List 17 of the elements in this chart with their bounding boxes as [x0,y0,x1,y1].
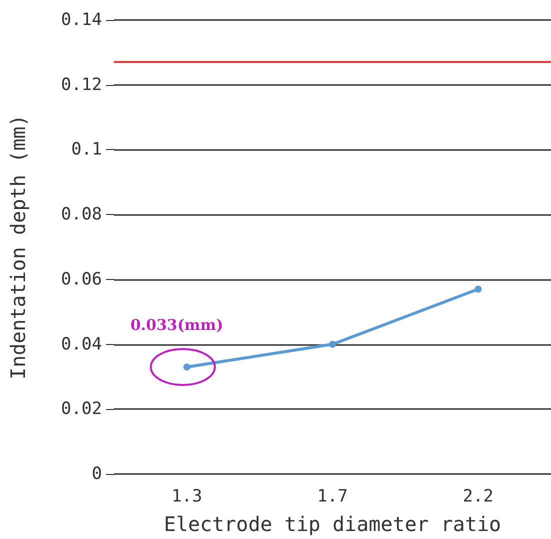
y-tick-label: 0.06 [61,269,102,290]
y-tick-label: 0.1 [71,140,102,160]
annotation: 0.033(mm) [130,316,224,334]
y-tick-label: 0.12 [61,74,102,95]
x-tick-label: 1.3 [171,486,202,506]
point [183,363,190,370]
y-axis-title: Indentation depth (mm) [6,114,30,380]
point [329,340,336,348]
x-tick-label: 1.7 [317,486,348,506]
point [474,286,482,293]
y-tick-label: 0 [92,464,102,484]
y-tick-label: 0.02 [61,399,102,420]
y-tick-label: 0.08 [61,204,102,225]
y-tick-label: 0.04 [61,334,102,354]
y-tick-label: 0.14 [61,10,102,30]
x-tick-label: 2.2 [462,486,494,506]
x-axis-title: Electrode tip diameter ratio [164,512,502,536]
